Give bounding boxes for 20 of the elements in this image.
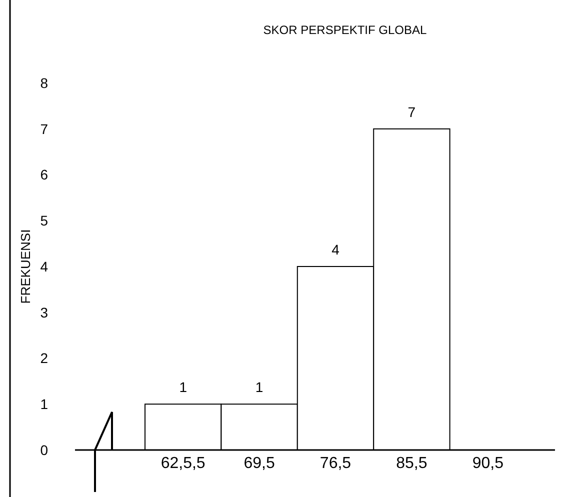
data-label: 7 <box>408 104 416 120</box>
x-tick-label: 90,5 <box>472 455 504 472</box>
y-tick-label: 5 <box>40 212 48 229</box>
x-tick-label: 76,5 <box>320 455 352 472</box>
y-tick-label: 4 <box>40 258 48 274</box>
y-axis-title: FREKUENSI <box>18 229 33 304</box>
x-tick-label: 69,5 <box>244 455 275 472</box>
y-tick-label: 2 <box>40 350 48 366</box>
data-label: 1 <box>179 379 188 396</box>
y-tick-label: 8 <box>40 74 48 91</box>
x-tick-label: 85,5 <box>396 455 428 472</box>
y-tick-label: 1 <box>40 396 48 412</box>
y-tick-label: 0 <box>40 442 48 458</box>
chart-title: SKOR PERSPEKTIF GLOBAL <box>263 23 428 37</box>
y-tick-label: 7 <box>40 120 48 137</box>
y-tick-label: 3 <box>40 304 48 320</box>
data-label: 4 <box>332 242 340 258</box>
x-tick-label: 62,5,5 <box>160 455 206 472</box>
data-label: 1 <box>255 379 264 396</box>
y-tick-label: 6 <box>40 166 48 183</box>
